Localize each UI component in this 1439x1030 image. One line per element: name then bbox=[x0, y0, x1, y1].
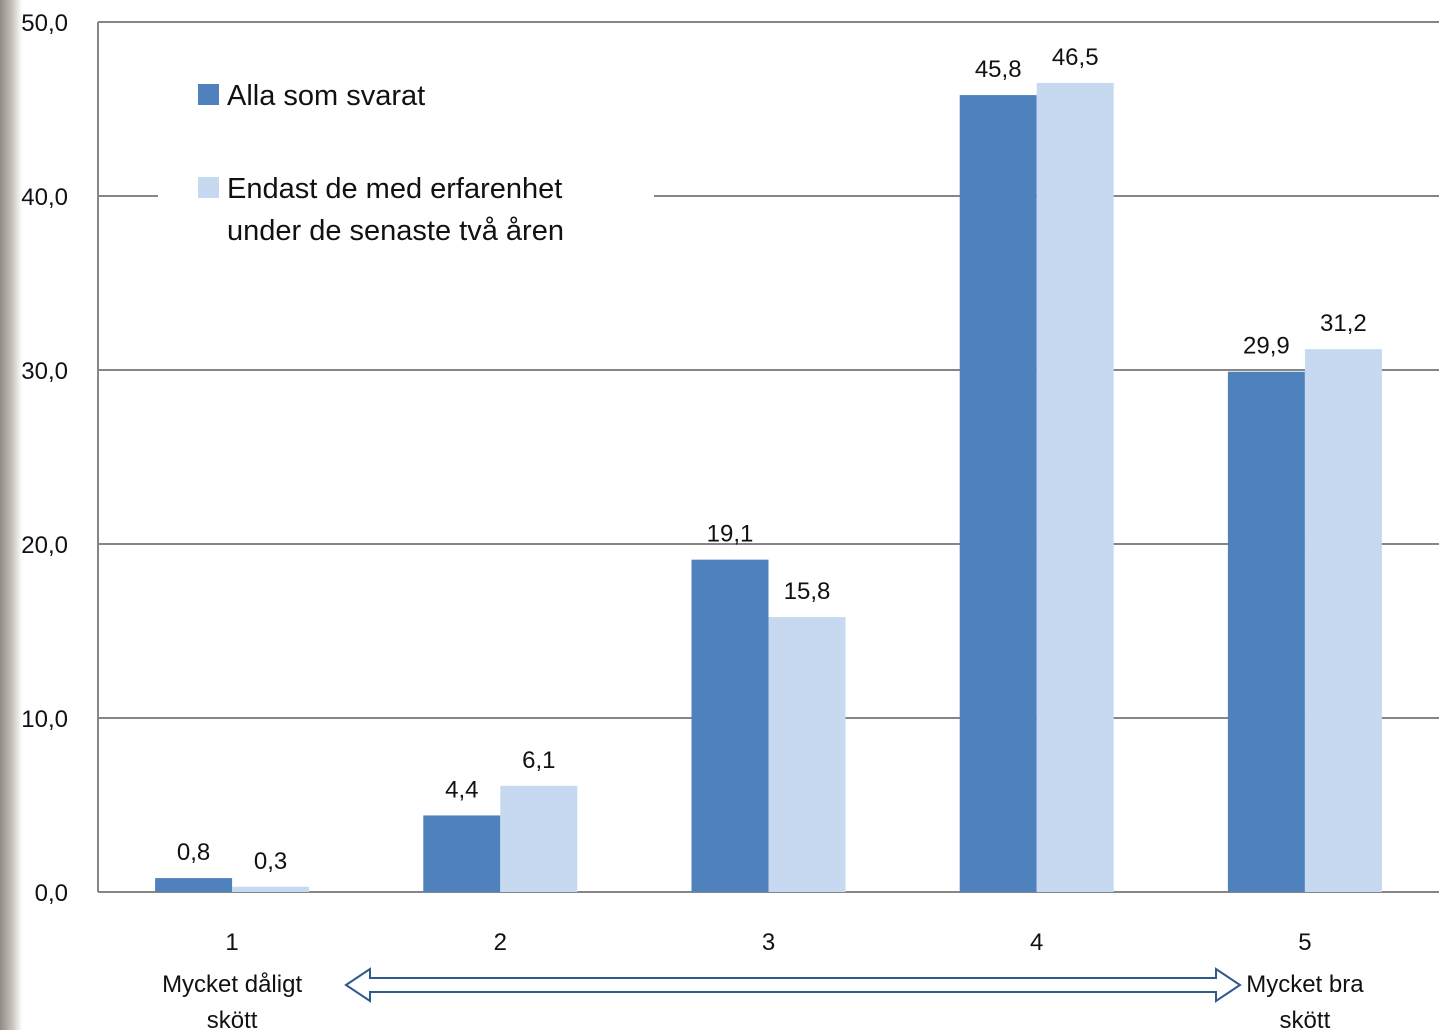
data-label: 15,8 bbox=[784, 578, 831, 605]
data-label: 19,1 bbox=[707, 521, 754, 548]
x-tick-label: 5 bbox=[1298, 929, 1311, 956]
data-label: 4,4 bbox=[445, 776, 478, 803]
legend-swatch bbox=[198, 177, 219, 198]
bar bbox=[691, 559, 769, 892]
data-label: 6,1 bbox=[522, 747, 555, 774]
bar bbox=[155, 878, 233, 892]
bar bbox=[500, 785, 578, 892]
data-label: 45,8 bbox=[975, 56, 1022, 83]
y-tick-label: 30,0 bbox=[21, 358, 68, 385]
scale-low-label: Mycket dåligt bbox=[162, 971, 302, 998]
legend-label: under de senaste två åren bbox=[227, 215, 564, 247]
legend-background bbox=[158, 68, 654, 256]
x-tick-label: 4 bbox=[1030, 929, 1043, 956]
bar bbox=[1036, 82, 1114, 892]
y-tick-label: 50,0 bbox=[21, 10, 68, 37]
bar bbox=[959, 95, 1037, 892]
scale-high-label: skött bbox=[1280, 1007, 1331, 1030]
data-label: 46,5 bbox=[1052, 44, 1099, 71]
scale-arrow bbox=[344, 967, 1242, 1003]
y-tick-label: 20,0 bbox=[21, 532, 68, 559]
background-image-strip bbox=[0, 0, 22, 1030]
scale-low-label: skött bbox=[207, 1007, 258, 1030]
legend-label: Alla som svarat bbox=[227, 80, 425, 112]
bar bbox=[768, 617, 846, 892]
bar bbox=[1227, 371, 1305, 892]
x-tick-label: 1 bbox=[225, 929, 238, 956]
data-label: 31,2 bbox=[1320, 310, 1367, 337]
bar bbox=[423, 815, 501, 892]
y-tick-label: 0,0 bbox=[35, 880, 68, 907]
data-label: 0,8 bbox=[177, 839, 210, 866]
data-label: 0,3 bbox=[254, 848, 287, 875]
scale-high-label: Mycket bra bbox=[1246, 971, 1364, 998]
legend-swatch bbox=[198, 84, 219, 105]
bar bbox=[1304, 349, 1382, 892]
y-tick-label: 40,0 bbox=[21, 184, 68, 211]
legend-label: Endast de med erfarenhet bbox=[227, 173, 562, 205]
y-tick-label: 10,0 bbox=[21, 706, 68, 733]
bar bbox=[232, 886, 310, 892]
data-label: 29,9 bbox=[1243, 333, 1290, 360]
x-tick-label: 3 bbox=[762, 929, 775, 956]
x-tick-label: 2 bbox=[494, 929, 507, 956]
